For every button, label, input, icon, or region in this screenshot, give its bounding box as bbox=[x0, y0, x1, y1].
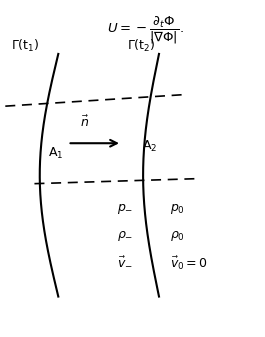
Text: $\rho_{-}$: $\rho_{-}$ bbox=[117, 229, 133, 243]
Text: $p_0$: $p_0$ bbox=[170, 202, 184, 216]
Text: $\vec{n}$: $\vec{n}$ bbox=[80, 115, 90, 130]
Text: $p_{-}$: $p_{-}$ bbox=[117, 202, 133, 216]
Text: $\Gamma(\mathrm{t}_1)$: $\Gamma(\mathrm{t}_1)$ bbox=[11, 37, 39, 54]
Text: $\rho_0$: $\rho_0$ bbox=[170, 229, 184, 243]
Text: $U = -\dfrac{\partial_t \Phi}{|\nabla \Phi|}.$: $U = -\dfrac{\partial_t \Phi}{|\nabla \P… bbox=[107, 15, 184, 47]
Text: $\vec{v}_0 = 0$: $\vec{v}_0 = 0$ bbox=[170, 254, 207, 272]
Text: $\mathrm{A}_2$: $\mathrm{A}_2$ bbox=[142, 139, 157, 154]
Text: $\vec{v}_{-}$: $\vec{v}_{-}$ bbox=[117, 256, 132, 270]
Text: $\Gamma(\mathrm{t}_2)$: $\Gamma(\mathrm{t}_2)$ bbox=[127, 37, 156, 54]
Text: $\mathrm{A}_1$: $\mathrm{A}_1$ bbox=[48, 146, 63, 161]
